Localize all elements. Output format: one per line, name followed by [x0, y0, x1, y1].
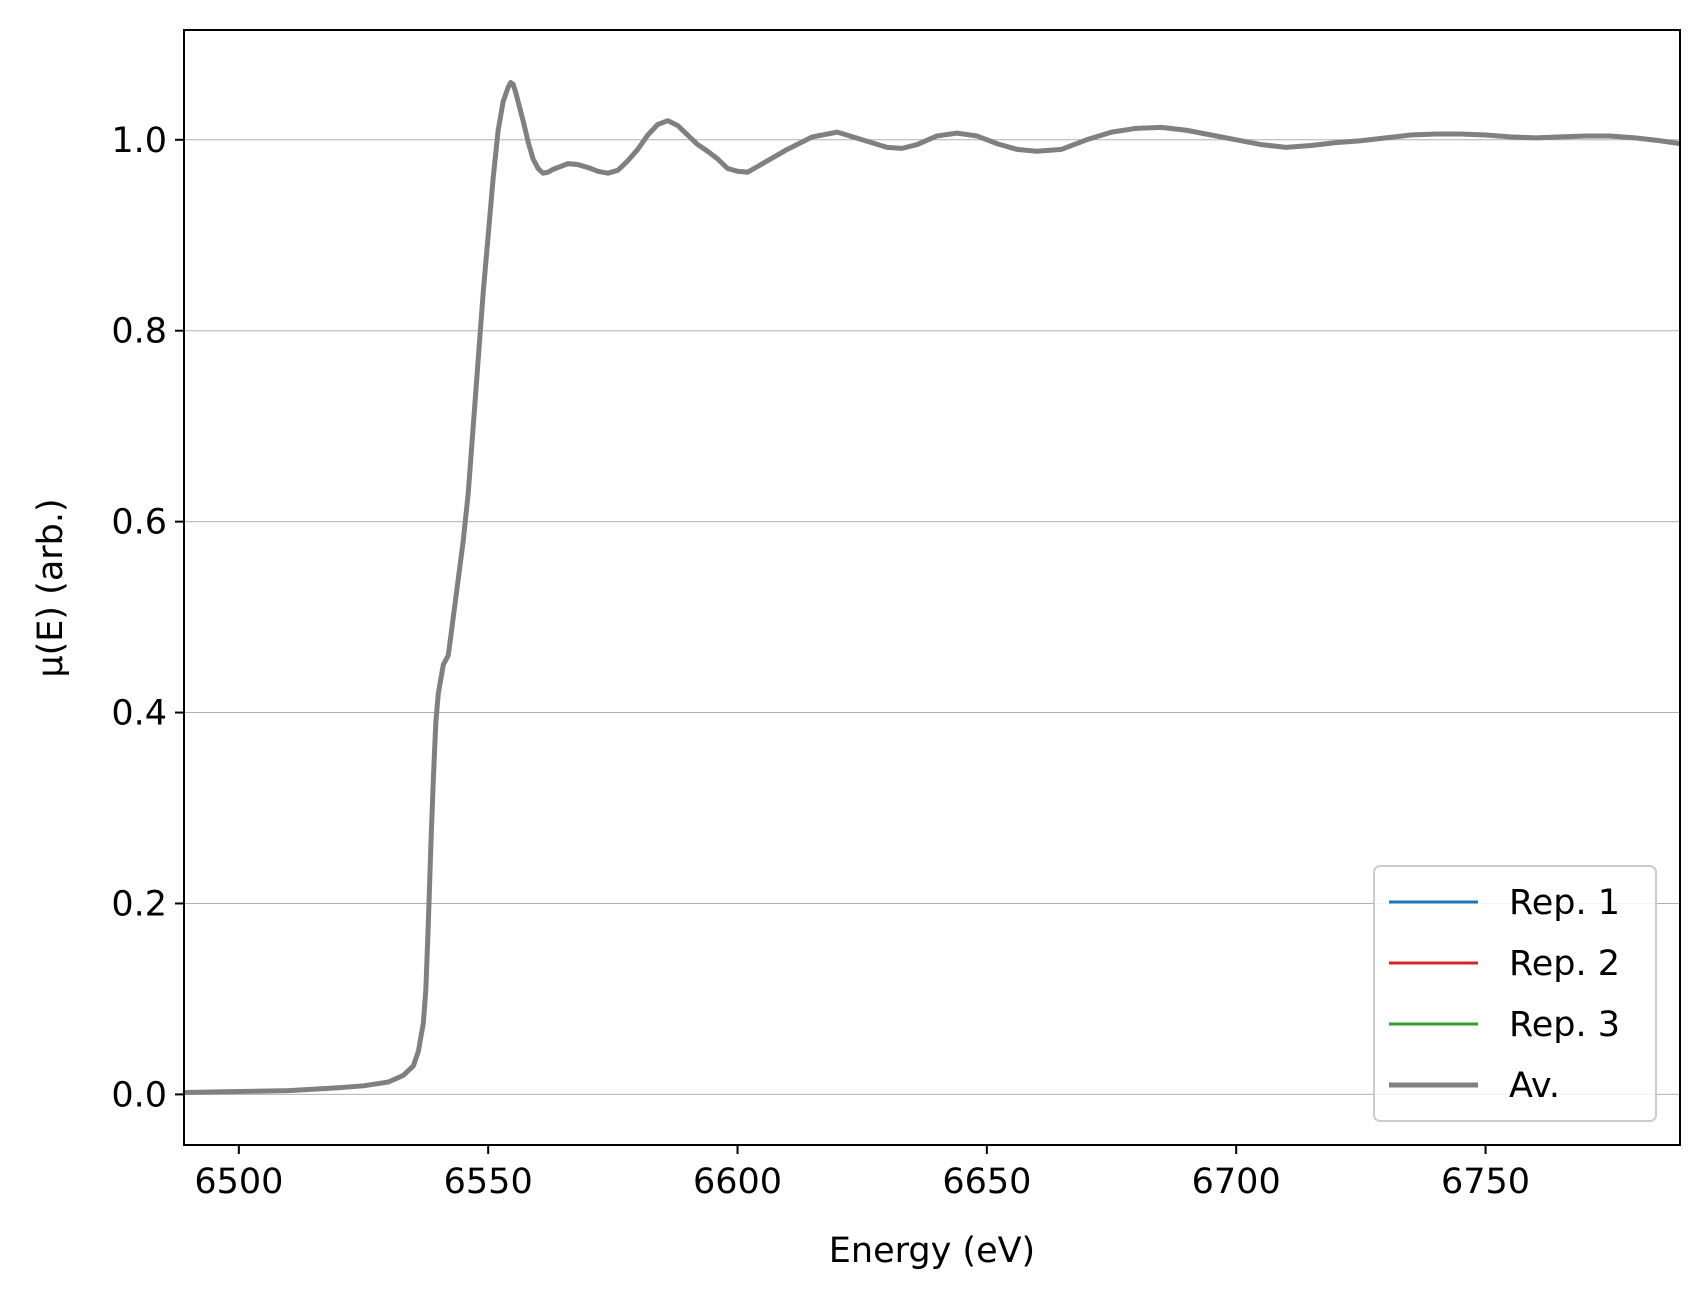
series-lines [184, 80, 1680, 1095]
y-tick-label: 0.6 [111, 503, 167, 543]
x-tick-label: 6500 [194, 1162, 283, 1202]
legend-label: Rep. 1 [1509, 883, 1620, 923]
legend-label: Av. [1509, 1066, 1560, 1106]
legend-label: Rep. 3 [1509, 1005, 1620, 1045]
x-tick-label: 6650 [942, 1162, 1031, 1202]
y-tick-label: 0.4 [111, 694, 167, 734]
legend-items: Rep. 1 Rep. 2 Rep. 3 Av. [1389, 883, 1620, 1106]
legend: Rep. 1 Rep. 2 Rep. 3 Av. [1373, 865, 1657, 1122]
y-tick-label: 1.0 [111, 121, 167, 161]
legend-label: Rep. 2 [1509, 944, 1620, 984]
y-tick-label: 0.0 [111, 1075, 167, 1115]
y-tick-label: 0.8 [111, 312, 167, 352]
series-line-4 [184, 80, 1680, 1095]
legend-box [1373, 865, 1657, 1122]
x-tick-label: 6750 [1441, 1162, 1530, 1202]
x-tick-label: 6600 [693, 1162, 782, 1202]
plot-frame [183, 29, 1681, 1146]
y-axis-ticks: 0.0 0.2 0.4 0.6 0.8 1.0 [111, 121, 184, 1115]
x-tick-label: 6700 [1192, 1162, 1281, 1202]
x-axis-ticks: 6500 6550 6600 6650 6700 6750 [194, 1145, 1530, 1202]
y-axis-label: μ(E) (arb.) [31, 498, 71, 677]
x-tick-label: 6550 [444, 1162, 533, 1202]
x-axis-label: Energy (eV) [829, 1231, 1035, 1271]
y-tick-label: 0.2 [111, 884, 167, 924]
